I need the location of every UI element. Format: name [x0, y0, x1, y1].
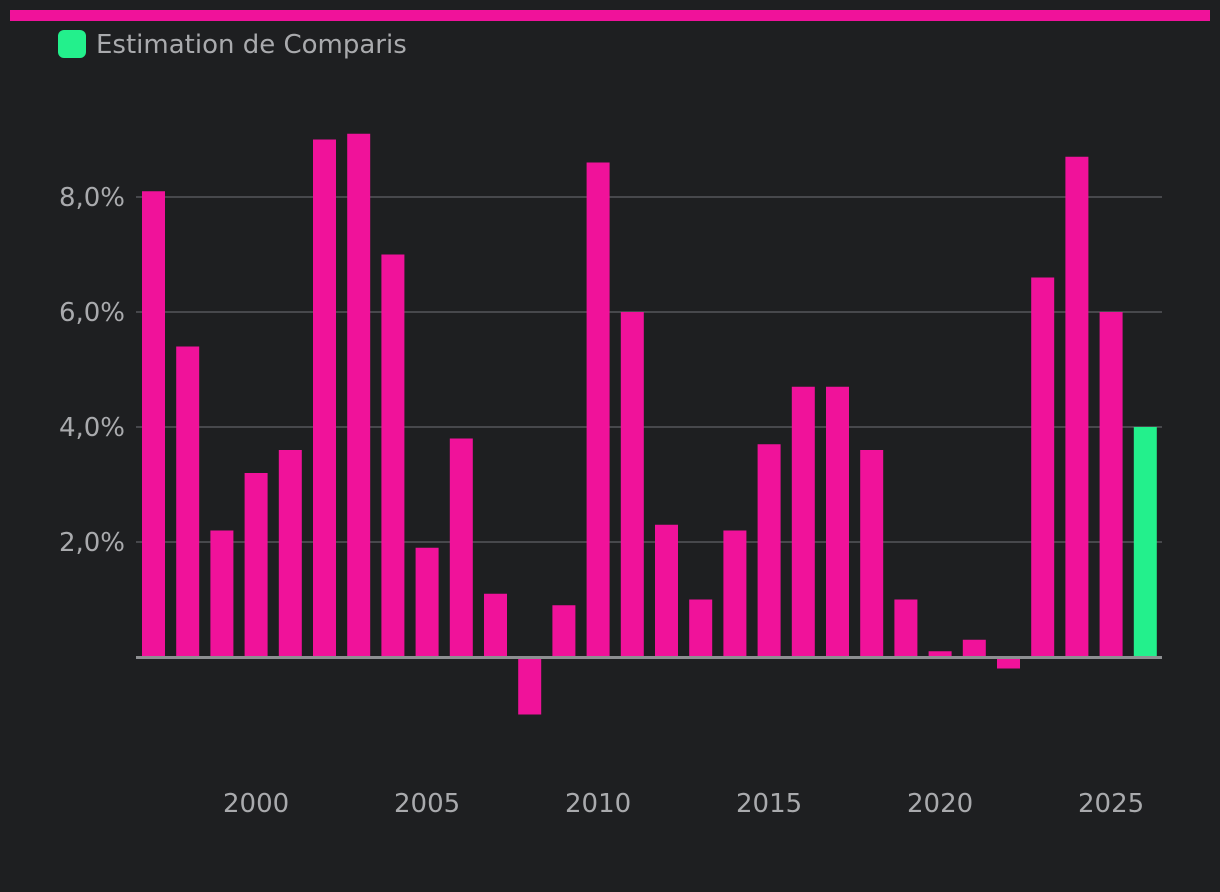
bar-1997[interactable] [142, 191, 165, 657]
bar-2008[interactable] [518, 657, 542, 715]
x-tick-label: 2020 [907, 789, 973, 819]
x-tick-label: 2005 [394, 789, 460, 819]
legend[interactable]: Estimation de Comparis [58, 30, 407, 60]
bar-2017[interactable] [826, 386, 849, 657]
y-tick-label: 4,0% [59, 413, 125, 443]
y-tick-label: 6,0% [59, 298, 125, 328]
bar-2015[interactable] [757, 444, 781, 657]
y-axis-tick-labels: 2,0% 4,0% 6,0% 8,0% [59, 183, 125, 558]
top-accent-bar [10, 10, 1210, 21]
legend-swatch [58, 30, 86, 58]
bar-2014[interactable] [723, 530, 747, 658]
bar-2001[interactable] [278, 450, 302, 657]
y-tick-label: 2,0% [59, 528, 125, 558]
x-tick-label: 2025 [1078, 789, 1144, 819]
bar-2000[interactable] [244, 473, 268, 657]
bar-2002[interactable] [313, 139, 336, 658]
bar-1998[interactable] [176, 346, 200, 658]
bar-2011[interactable] [620, 312, 644, 657]
bar-2005[interactable] [415, 547, 439, 657]
bar-1999[interactable] [210, 530, 234, 658]
bar-2006[interactable] [449, 438, 473, 658]
bar-2004[interactable] [381, 254, 405, 658]
bar-2021[interactable] [962, 639, 986, 657]
legend-label: Estimation de Comparis [96, 30, 407, 60]
bar-2013[interactable] [689, 599, 713, 658]
gridlines [136, 196, 1162, 543]
bar-2009[interactable] [552, 605, 576, 657]
bar-estimate-2026[interactable] [1133, 427, 1157, 657]
bar-2020[interactable] [928, 651, 952, 657]
bar-2025[interactable] [1099, 312, 1123, 657]
bar-2016[interactable] [791, 386, 815, 657]
bar-2018[interactable] [860, 450, 884, 657]
bars [142, 133, 1157, 715]
bar-2007[interactable] [484, 593, 507, 657]
x-axis-tick-labels: 2000 2005 2010 2015 2020 2025 [223, 789, 1144, 819]
bar-2022[interactable] [997, 657, 1020, 669]
bar-2003[interactable] [347, 133, 371, 657]
bar-2012[interactable] [655, 524, 678, 657]
bar-2019[interactable] [894, 599, 918, 658]
x-tick-label: 2010 [565, 789, 631, 819]
bar-2010[interactable] [586, 162, 610, 658]
x-tick-label: 2000 [223, 789, 289, 819]
y-tick-label: 8,0% [59, 183, 125, 213]
bar-2024[interactable] [1065, 156, 1089, 657]
x-tick-label: 2015 [736, 789, 802, 819]
bar-2023[interactable] [1031, 277, 1055, 658]
